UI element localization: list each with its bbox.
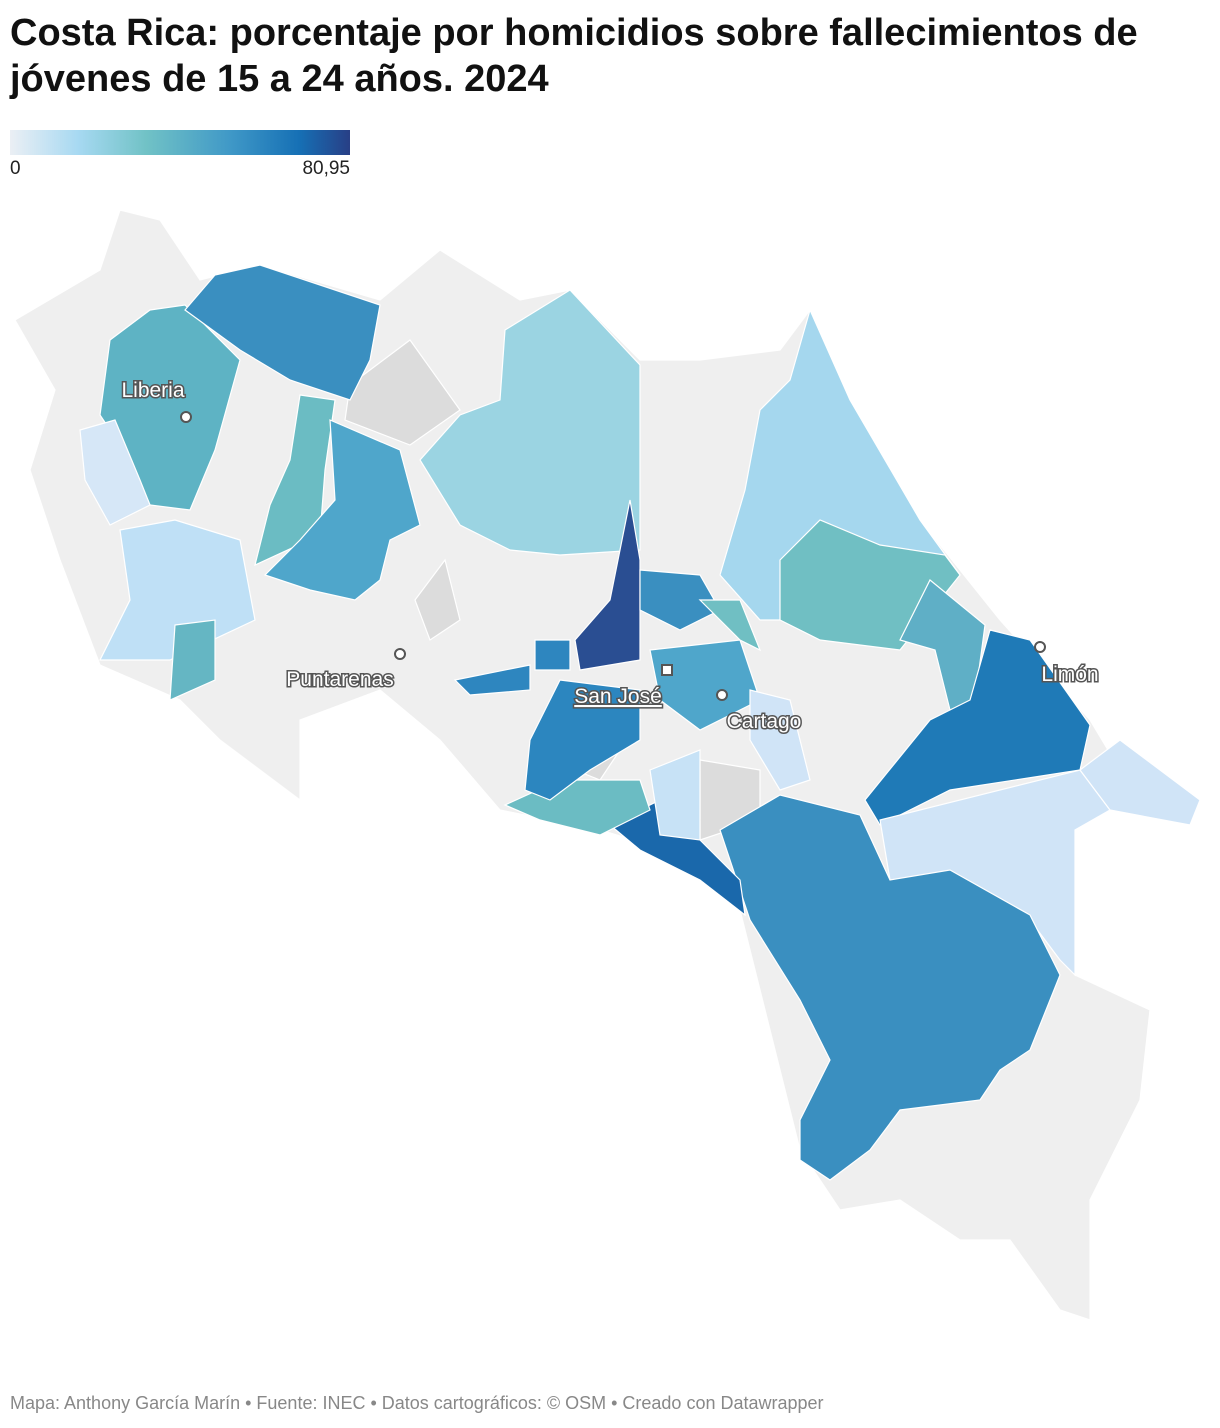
region: [698, 599, 762, 652]
capital-marker: [661, 664, 673, 676]
region: [344, 339, 461, 446]
title: Costa Rica: porcentaje por homicidios so…: [10, 12, 1138, 100]
city-marker: [716, 689, 728, 701]
region: [169, 619, 216, 701]
city-label: Liberia: [121, 379, 184, 402]
capital-label: San José: [574, 685, 662, 708]
region: [649, 639, 761, 731]
legend-labels: 0 80,95: [10, 155, 350, 181]
region: [574, 499, 641, 671]
city-label: Limón: [1041, 663, 1098, 686]
region: [453, 664, 531, 696]
legend-min: 0: [10, 158, 21, 179]
region: [649, 749, 701, 841]
region: [719, 308, 961, 621]
region: [864, 629, 1091, 826]
region: [524, 679, 641, 801]
region: [414, 558, 461, 641]
city-label: Cartago: [727, 710, 802, 733]
legend: 0 80,95: [10, 130, 350, 181]
region: [79, 419, 151, 526]
region: [534, 639, 571, 671]
region: [184, 264, 381, 401]
city-marker: [1034, 641, 1046, 653]
city-label: Puntarenas: [286, 668, 393, 691]
map: Liberia Puntarenas San José Cartago Limó…: [14, 209, 1201, 1321]
legend-max: 80,95: [302, 158, 350, 179]
legend-gradient: [10, 130, 350, 155]
regions: [14, 209, 1201, 1321]
city-marker: [394, 648, 406, 660]
footer: Mapa: Anthony García Marín • Fuente: INE…: [10, 1393, 824, 1413]
city-marker: [180, 411, 192, 423]
city-markers: [180, 411, 1046, 701]
region: [419, 289, 641, 556]
region: [263, 419, 421, 601]
region: [719, 794, 1061, 1181]
region: [639, 569, 721, 631]
region: [1079, 739, 1201, 826]
region: [749, 689, 811, 791]
